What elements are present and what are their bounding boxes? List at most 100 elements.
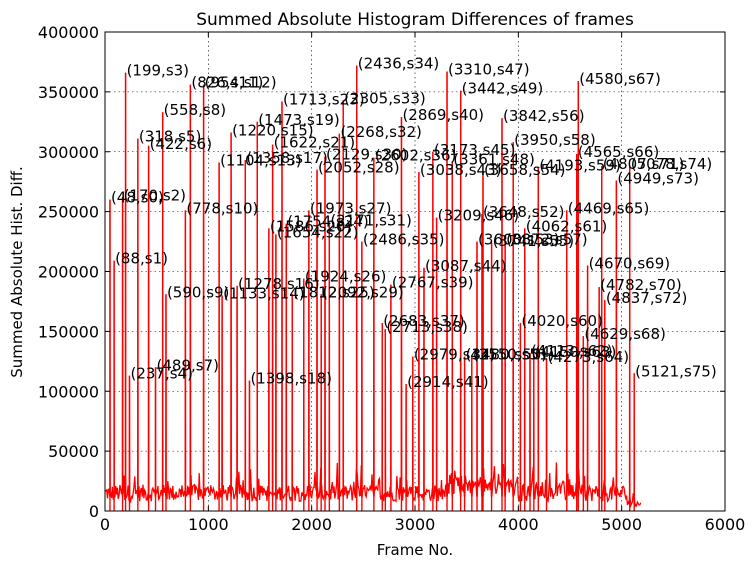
peak-label: (3648,s52) xyxy=(483,203,565,221)
peak-label: (590,s9) xyxy=(167,283,229,301)
peak-label: (1812,s25) xyxy=(293,283,375,301)
peak-label: (3872,s57) xyxy=(506,231,588,249)
peak-label: (2713,s38) xyxy=(386,318,468,336)
peak-label: (4565,s66) xyxy=(578,143,660,161)
peak-label: (3842,s56) xyxy=(503,107,585,125)
y-tick-label: 350000 xyxy=(38,83,99,102)
y-tick-label: 250000 xyxy=(38,203,99,222)
peak-label: (558,s8) xyxy=(164,101,226,119)
peak-label: (4150,s63) xyxy=(535,343,617,361)
peak-label: (2129,s30) xyxy=(326,146,408,164)
peak-label: (199,s3) xyxy=(127,62,189,80)
peak-label: (4113,s62) xyxy=(531,342,613,360)
peak-label: (3209,s46) xyxy=(438,207,520,225)
peak-label: (5078,s74) xyxy=(631,155,713,173)
peak-label: (88,s1) xyxy=(115,250,168,268)
peak-label: (1220,s15) xyxy=(232,122,314,140)
peak-label: (2486,s35) xyxy=(363,231,445,249)
x-tick-label: 6000 xyxy=(705,515,746,534)
peak-label: (4020,s60) xyxy=(521,312,603,330)
y-tick-label: 200000 xyxy=(38,263,99,282)
peak-label: (1754,s24) xyxy=(287,213,369,231)
peak-label: (2869,s40) xyxy=(402,106,484,124)
peak-label: (1278,s16) xyxy=(238,275,320,293)
peak-label: (1133,s14) xyxy=(223,284,305,302)
peak-label: (3741,s55) xyxy=(493,232,575,250)
peak-label: (5121,s75) xyxy=(635,362,717,380)
peak-label: (1924,s26) xyxy=(305,268,387,286)
peak-label: (1973,s27) xyxy=(310,199,392,217)
y-tick-label: 400000 xyxy=(38,23,99,42)
peak-label: (3087,s44) xyxy=(425,257,507,275)
peak-label: (1473,s19) xyxy=(258,111,340,129)
peak-label: (1654,s22) xyxy=(277,223,359,241)
peak-label: (4193,s59) xyxy=(539,156,621,174)
peak-label: (2683,s37) xyxy=(383,312,465,330)
y-tick-label: 150000 xyxy=(38,322,99,341)
peak-label: (237,s4) xyxy=(130,365,192,383)
peak-label: (3173,s45) xyxy=(434,141,516,159)
peak-label: (2305,s33) xyxy=(344,89,426,107)
peak-label: (2767,s39) xyxy=(392,274,474,292)
peak-label: (1713,s23) xyxy=(283,90,365,108)
peak-label: (4837,s72) xyxy=(606,289,688,307)
peak-label: (2052,s28) xyxy=(318,159,400,177)
peak-label: (2092,s29) xyxy=(322,283,404,301)
y-tick-label: 0 xyxy=(89,502,99,521)
peak-label: (954,s12) xyxy=(205,74,277,92)
peak-label: (4273,s64) xyxy=(548,348,630,366)
peak-label: (4782,s70) xyxy=(600,276,682,294)
peak-label: (3600,s53) xyxy=(478,231,560,249)
peak-label: (1586,s20) xyxy=(270,217,352,235)
peak-label: (778,s10) xyxy=(186,199,258,217)
peak-label: (318,s5) xyxy=(139,128,201,146)
peak-label: (2268,s32) xyxy=(340,123,422,141)
peak-label: (3658,s54) xyxy=(484,161,566,179)
peak-label: (3310,s47) xyxy=(448,61,530,79)
peak-label: (4807,s71) xyxy=(603,155,685,173)
x-tick-label: 4000 xyxy=(498,515,539,534)
peak-label: (3361,s48) xyxy=(453,150,535,168)
peak-label: (4629,s68) xyxy=(584,325,666,343)
peak-label: (2436,s34) xyxy=(358,55,440,73)
peak-label: (2602,s36) xyxy=(375,147,457,165)
peak-label: (422,s6) xyxy=(150,135,212,153)
axis-ticks: 0 1000 2000 3000 4000 5000 6000 0 50000 100000 150… xyxy=(38,23,745,534)
peak-label: (170,s2) xyxy=(124,186,186,204)
peak-label: (1622,s21) xyxy=(274,134,356,152)
peak-label: (4062,s61) xyxy=(526,217,608,235)
peak-label: (489,s7) xyxy=(157,356,219,374)
peak-label: (1358,s17) xyxy=(246,149,328,167)
peak-label: (1104,s13) xyxy=(220,152,302,170)
peak-label: (4949,s73) xyxy=(617,169,699,187)
peak-label: (2171,s31) xyxy=(330,211,412,229)
y-tick-label: 300000 xyxy=(38,143,99,162)
peak-label: (3550,s51) xyxy=(473,346,555,364)
peak-label: (1398,s18) xyxy=(250,369,332,387)
x-tick-label: 1000 xyxy=(188,515,229,534)
peak-label: (3442,s49) xyxy=(462,80,544,98)
x-axis-title: Frame No. xyxy=(377,541,453,559)
peak-label: (2914,s41) xyxy=(407,373,489,391)
peak-label: (2979,s42) xyxy=(414,346,496,364)
series-layer xyxy=(104,65,642,511)
y-axis-title: Summed Absolute Hist. Diff. xyxy=(8,166,26,378)
peak-label: (826,s11) xyxy=(191,74,263,92)
series-line xyxy=(104,65,642,508)
x-tick-label: 3000 xyxy=(395,515,436,534)
x-tick-label: 5000 xyxy=(601,515,642,534)
peak-label: (3038,s43) xyxy=(420,161,502,179)
peak-label: (3950,s58) xyxy=(514,131,596,149)
peak-label: (4469,s65) xyxy=(568,199,650,217)
y-tick-label: 100000 xyxy=(38,382,99,401)
grid-lines xyxy=(105,32,725,511)
peak-annotations: (48,s0) (88,s1) (170,s2) (199,s3) (237,s4) (3… xyxy=(111,55,717,392)
x-tick-label: 0 xyxy=(100,515,110,534)
peak-label: (48,s0) xyxy=(111,189,164,207)
peak-label: (4670,s69) xyxy=(589,255,671,273)
peak-label: (3480,s50) xyxy=(466,346,548,364)
x-tick-label: 2000 xyxy=(291,515,332,534)
chart-title: Summed Absolute Histogram Differences of… xyxy=(196,10,634,30)
y-tick-label: 50000 xyxy=(48,442,99,461)
